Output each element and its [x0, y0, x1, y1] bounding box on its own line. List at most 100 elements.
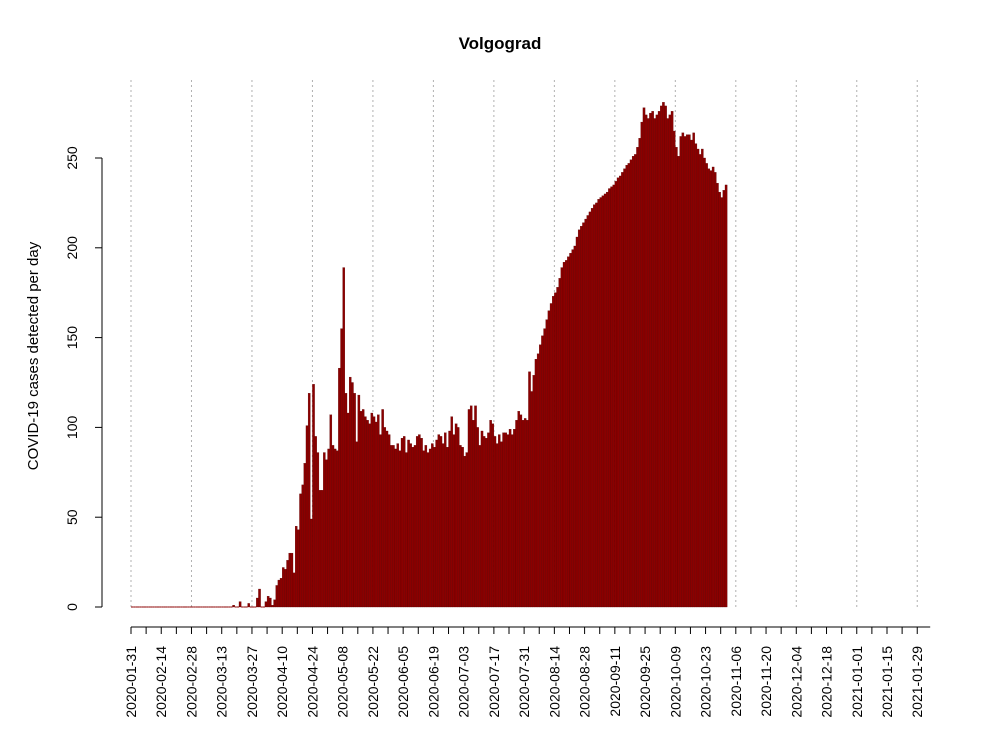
bar-91	[327, 448, 330, 608]
bar-72	[286, 560, 289, 608]
bar-67	[275, 585, 279, 608]
bar-66	[273, 599, 276, 608]
bar-142	[437, 434, 441, 608]
bar-245	[660, 105, 663, 608]
bar-75	[292, 572, 296, 608]
x-tick-label-2021-01-15: 2021-01-15	[879, 646, 895, 718]
bar-96	[338, 367, 341, 608]
bar-99	[344, 393, 348, 608]
bar-100	[346, 412, 350, 608]
bar-26	[187, 606, 190, 608]
bar-218	[601, 195, 605, 608]
bar-171	[500, 441, 503, 608]
bar-165	[487, 432, 490, 608]
bar-201	[565, 260, 568, 608]
bar-200	[562, 262, 566, 608]
bar-78	[299, 493, 302, 608]
bar-183	[526, 420, 529, 608]
bar-84	[312, 384, 315, 608]
bar-253	[677, 156, 680, 608]
bar-31	[197, 606, 201, 608]
bar-9	[150, 606, 153, 608]
bar-110	[368, 423, 371, 608]
bar-224	[614, 181, 618, 608]
bar-24	[182, 606, 185, 608]
bar-14	[161, 606, 164, 608]
bar-57	[254, 606, 257, 608]
bar-39	[215, 606, 218, 608]
bar-179	[517, 411, 520, 608]
bar-81	[305, 425, 309, 608]
bar-16	[165, 606, 168, 608]
bar-147	[448, 430, 451, 608]
bar-60	[260, 606, 263, 608]
bar-161	[478, 445, 482, 608]
bar-79	[301, 484, 304, 608]
bar-168	[493, 436, 497, 608]
bar-83	[310, 518, 313, 608]
bar-228	[623, 168, 626, 608]
bar-221	[608, 188, 611, 608]
bar-190	[541, 335, 544, 608]
bar-263	[698, 154, 702, 608]
bar-126	[403, 436, 406, 608]
bar-25	[185, 606, 188, 608]
bar-273	[720, 197, 723, 608]
x-tick-label-2020-02-28: 2020-02-28	[183, 646, 199, 718]
x-tick-label-2021-01-29: 2021-01-29	[909, 646, 925, 718]
bar-214	[593, 204, 596, 608]
bar-77	[297, 529, 300, 608]
bar-235	[638, 138, 641, 608]
bar-175	[508, 429, 512, 608]
bar-162	[480, 430, 484, 608]
bar-144	[441, 443, 445, 608]
bar-61	[262, 606, 265, 608]
bar-98	[342, 267, 345, 608]
bar-186	[532, 375, 536, 608]
bar-227	[621, 172, 624, 608]
bar-2	[135, 606, 138, 608]
axes: 0 50 100 150 200 250 2020-01-31 2020-02-14 2020-…	[64, 146, 931, 718]
y-tick-label-100: 100	[64, 416, 80, 440]
bar-27	[189, 606, 192, 608]
bar-184	[528, 371, 531, 608]
bar-270	[714, 172, 717, 608]
bar-137	[426, 452, 430, 608]
bar-32	[200, 606, 203, 608]
bar-63	[266, 596, 270, 608]
bar-133	[418, 434, 421, 608]
bar-254	[679, 136, 682, 608]
bar-28	[191, 606, 194, 608]
x-tick-label-2020-10-09: 2020-10-09	[667, 646, 683, 718]
bar-86	[316, 452, 320, 608]
bar-172	[502, 432, 505, 608]
bar-94	[333, 448, 337, 608]
bar-29	[193, 606, 196, 608]
bar-111	[370, 412, 374, 608]
bar-220	[606, 191, 609, 608]
bar-23	[180, 606, 183, 608]
bar-41	[219, 606, 222, 608]
bar-22	[178, 606, 181, 608]
bar-262	[696, 148, 700, 608]
bar-48	[234, 606, 237, 608]
x-tick-label-2020-03-13: 2020-03-13	[214, 646, 230, 718]
bar-70	[282, 567, 285, 608]
bar-237	[642, 107, 646, 608]
bar-196	[554, 292, 557, 608]
bar-120	[390, 445, 393, 608]
x-tick-label-2020-11-06: 2020-11-06	[728, 646, 744, 717]
bar-240	[649, 112, 652, 608]
bar-272	[718, 191, 721, 608]
bar-167	[491, 423, 495, 608]
bar-46	[230, 606, 233, 608]
bar-69	[279, 578, 283, 608]
bar-154	[463, 455, 466, 608]
bar-34	[204, 606, 207, 608]
bar-155	[465, 452, 469, 608]
x-tick-label-2020-07-17: 2020-07-17	[486, 646, 502, 718]
bar-189	[539, 344, 542, 608]
x-tick-label-2020-08-14: 2020-08-14	[546, 646, 562, 718]
bar-188	[536, 353, 540, 608]
bars	[131, 102, 728, 608]
